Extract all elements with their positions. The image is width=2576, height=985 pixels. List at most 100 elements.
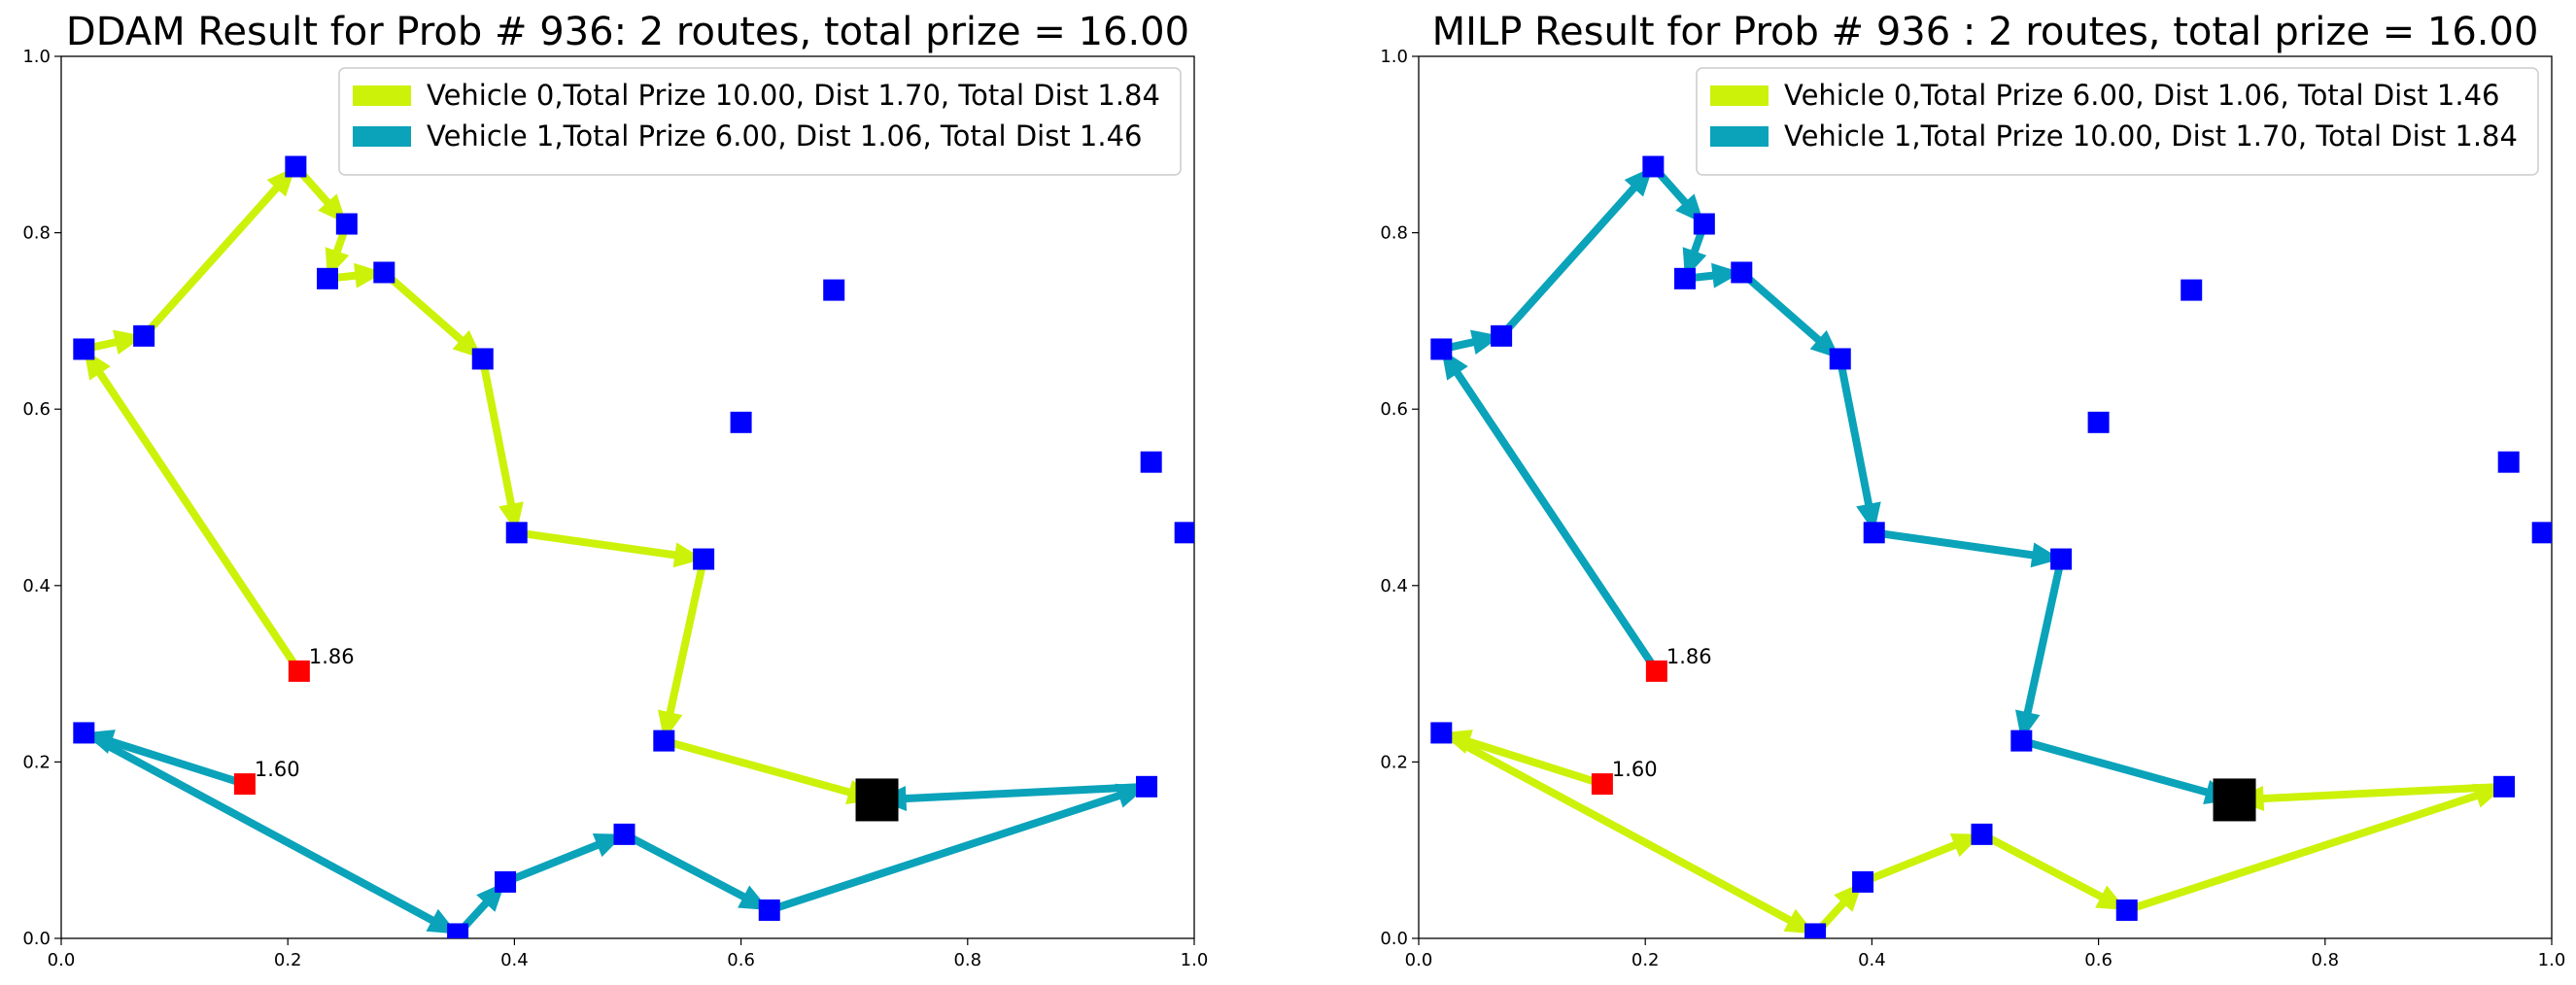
node-marker xyxy=(613,823,635,845)
y-tick-label: 0.4 xyxy=(22,576,51,596)
route-segment xyxy=(1453,369,1661,674)
legend-box xyxy=(338,67,1182,176)
legend-swatch xyxy=(353,126,411,147)
x-tick-label: 0.8 xyxy=(953,950,981,970)
node-marker xyxy=(730,411,752,433)
route-segment xyxy=(82,729,436,925)
route-segment xyxy=(1836,357,1873,507)
prize-node-marker xyxy=(288,660,310,682)
legend: Vehicle 0,Total Prize 6.00, Dist 1.06, T… xyxy=(1696,67,2539,176)
node-marker xyxy=(1971,823,1993,845)
x-tick-label: 0.4 xyxy=(1858,950,1886,970)
node-marker xyxy=(2050,548,2073,570)
node-marker xyxy=(1804,923,1827,938)
legend-swatch xyxy=(353,85,411,106)
node-marker xyxy=(285,155,307,178)
y-tick-label: 0.8 xyxy=(1380,223,1408,244)
route-arrowhead xyxy=(672,542,704,568)
route-segment xyxy=(768,791,1122,914)
plot-frame xyxy=(60,55,1195,939)
node-marker xyxy=(2181,279,2203,301)
x-tick-label: 0.0 xyxy=(1405,950,1433,970)
y-tick-label: 0.0 xyxy=(22,929,51,949)
node-marker xyxy=(693,548,715,570)
legend: Vehicle 0,Total Prize 10.00, Dist 1.70, … xyxy=(338,67,1182,176)
node-marker xyxy=(73,722,95,744)
x-tick-label: 1.0 xyxy=(2538,950,2566,970)
node-marker xyxy=(2087,411,2110,433)
node-marker xyxy=(2493,775,2516,798)
route-segment xyxy=(666,558,708,716)
prize-node-label: 1.86 xyxy=(1666,645,1712,668)
route-segment xyxy=(516,528,677,560)
node-marker xyxy=(1863,522,1885,544)
route-segment xyxy=(141,184,281,339)
legend-label: Vehicle 0,Total Prize 10.00, Dist 1.70, … xyxy=(427,79,1160,112)
y-tick-label: 0.8 xyxy=(22,223,51,244)
route-segment xyxy=(1861,840,1958,886)
legend-label: Vehicle 0,Total Prize 6.00, Dist 1.06, T… xyxy=(1784,79,2499,112)
y-tick-label: 0.6 xyxy=(1380,399,1408,420)
chart-milp: MILP Result for Prob # 936 : 2 routes, t… xyxy=(1380,10,2565,970)
x-tick-label: 0.2 xyxy=(274,950,302,970)
route-segment xyxy=(95,369,303,674)
route-segment xyxy=(478,357,516,507)
depot-marker xyxy=(855,778,899,822)
prize-node-label: 1.86 xyxy=(309,645,355,668)
route-segment xyxy=(1873,528,2035,560)
y-tick-label: 0.6 xyxy=(22,399,51,420)
route-segment xyxy=(622,831,747,901)
x-tick-label: 0.6 xyxy=(727,950,755,970)
node-marker xyxy=(1136,775,1158,798)
plot-frame xyxy=(1418,55,2553,939)
node-marker xyxy=(495,870,517,893)
node-marker xyxy=(1852,870,1874,893)
route-segment xyxy=(904,782,1148,803)
prize-node-label: 1.60 xyxy=(1612,758,1658,781)
node-marker xyxy=(1430,722,1453,744)
route-segment xyxy=(1979,831,2105,901)
y-tick-label: 1.0 xyxy=(22,47,51,67)
route-segment xyxy=(2261,782,2505,803)
node-marker xyxy=(1693,213,1715,235)
route-segment xyxy=(2125,791,2480,914)
chart-title: MILP Result for Prob # 936 : 2 routes, t… xyxy=(1432,10,2539,54)
node-marker xyxy=(2531,522,2552,544)
y-tick-label: 1.0 xyxy=(1380,47,1408,67)
x-tick-label: 0.6 xyxy=(2084,950,2112,970)
route-arrowhead xyxy=(354,262,385,289)
node-marker xyxy=(373,261,395,284)
route-segment xyxy=(2023,558,2066,716)
plot-area: 1.86 1.60 xyxy=(73,155,1194,938)
node-marker xyxy=(1829,348,1851,370)
legend-swatch xyxy=(1710,126,1769,147)
chart-ddam: DDAM Result for Prob # 936: 2 routes, to… xyxy=(22,10,1208,970)
node-marker xyxy=(1174,522,1194,544)
node-marker xyxy=(1731,261,1753,284)
prize-node-label: 1.60 xyxy=(255,758,300,781)
y-tick-label: 0.2 xyxy=(22,752,51,772)
y-tick-label: 0.2 xyxy=(1380,752,1408,772)
route-segment xyxy=(1465,737,1604,788)
route-segment xyxy=(2020,736,2210,797)
route-segment xyxy=(381,269,465,344)
node-marker xyxy=(1642,155,1665,178)
y-tick-label: 0.0 xyxy=(1380,929,1408,949)
x-tick-label: 0.8 xyxy=(2311,950,2339,970)
node-marker xyxy=(823,279,845,301)
node-marker xyxy=(653,730,675,752)
legend-swatch xyxy=(1710,85,1769,106)
node-marker xyxy=(1140,451,1162,473)
node-marker xyxy=(2115,899,2138,921)
depot-marker xyxy=(2213,778,2256,822)
route-segment xyxy=(1738,269,1823,344)
route-arrowhead xyxy=(1711,262,1742,289)
node-marker xyxy=(317,267,339,289)
route-arrowhead xyxy=(2030,542,2062,568)
route-segment xyxy=(1498,184,1638,339)
node-marker xyxy=(447,923,469,938)
route-segment xyxy=(108,737,247,788)
x-tick-label: 0.2 xyxy=(1631,950,1660,970)
prize-node-marker xyxy=(1591,773,1613,796)
